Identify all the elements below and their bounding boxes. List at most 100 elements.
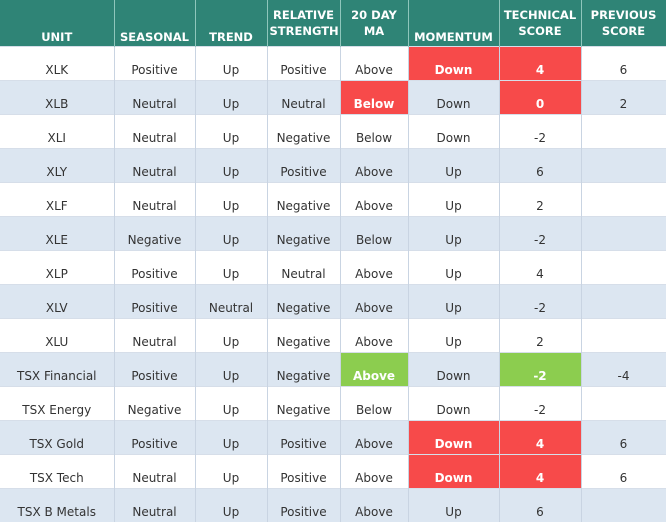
trend-cell: Up xyxy=(195,319,267,353)
momentum-cell: Down xyxy=(408,387,499,421)
header-technical-score-line1: TECHNICAL xyxy=(502,7,579,23)
technical-score-cell: -2 xyxy=(499,387,581,421)
technical-score-cell: 4 xyxy=(499,421,581,455)
ma-cell: Below xyxy=(340,81,408,115)
trend-cell: Up xyxy=(195,353,267,387)
scorecard-view: UNIT SEASONAL TREND RELATIVE STRENGTH 20… xyxy=(0,0,666,494)
technical-score-cell: 4 xyxy=(499,47,581,81)
seasonal-cell: Positive xyxy=(114,285,195,319)
trend-cell: Up xyxy=(195,251,267,285)
previous-score-cell xyxy=(581,183,666,217)
technical-score-cell: 2 xyxy=(499,319,581,353)
seasonal-cell: Neutral xyxy=(114,81,195,115)
unit-cell: TSX Financial xyxy=(0,353,114,387)
seasonal-cell: Positive xyxy=(114,251,195,285)
table-row: XLY Neutral Up Positive Above Up 6 xyxy=(0,149,666,183)
technical-score-cell: 0 xyxy=(499,81,581,115)
seasonal-cell: Positive xyxy=(114,47,195,81)
header-20-day-ma: 20 DAY MA xyxy=(340,0,408,47)
header-momentum: MOMENTUM xyxy=(408,0,499,47)
relative-strength-cell: Neutral xyxy=(267,251,340,285)
header-row: UNIT SEASONAL TREND RELATIVE STRENGTH 20… xyxy=(0,0,666,47)
unit-cell: XLK xyxy=(0,47,114,81)
relative-strength-cell: Negative xyxy=(267,115,340,149)
previous-score-cell: 6 xyxy=(581,455,666,489)
unit-cell: XLF xyxy=(0,183,114,217)
seasonal-cell: Neutral xyxy=(114,115,195,149)
ma-cell: Above xyxy=(340,285,408,319)
previous-score-cell xyxy=(581,319,666,353)
technical-score-cell: 4 xyxy=(499,455,581,489)
seasonal-cell: Positive xyxy=(114,353,195,387)
header-previous-score-line2: SCORE xyxy=(584,23,664,39)
unit-cell: XLP xyxy=(0,251,114,285)
header-previous-score-line1: PREVIOUS xyxy=(584,7,664,23)
header-trend: TREND xyxy=(195,0,267,47)
ma-cell: Above xyxy=(340,319,408,353)
ma-cell: Above xyxy=(340,251,408,285)
header-relative-strength: RELATIVE STRENGTH xyxy=(267,0,340,47)
momentum-cell: Up xyxy=(408,183,499,217)
trend-cell: Up xyxy=(195,115,267,149)
unit-cell: TSX Tech xyxy=(0,455,114,489)
trend-cell: Up xyxy=(195,455,267,489)
previous-score-cell: 6 xyxy=(581,421,666,455)
ma-cell: Below xyxy=(340,387,408,421)
table-row: XLP Positive Up Neutral Above Up 4 xyxy=(0,251,666,285)
header-technical-score-line2: SCORE xyxy=(502,23,579,39)
technical-score-cell: 2 xyxy=(499,183,581,217)
seasonal-cell: Negative xyxy=(114,387,195,421)
trend-cell: Neutral xyxy=(195,285,267,319)
ma-cell: Above xyxy=(340,421,408,455)
technical-score-cell: -2 xyxy=(499,115,581,149)
table-row: XLV Positive Neutral Negative Above Up -… xyxy=(0,285,666,319)
ma-cell: Below xyxy=(340,217,408,251)
previous-score-cell xyxy=(581,285,666,319)
momentum-cell: Up xyxy=(408,149,499,183)
header-seasonal: SEASONAL xyxy=(114,0,195,47)
previous-score-cell xyxy=(581,149,666,183)
header-20-day-ma-line1: 20 DAY xyxy=(343,7,406,23)
ma-cell: Above xyxy=(340,353,408,387)
relative-strength-cell: Negative xyxy=(267,353,340,387)
relative-strength-cell: Negative xyxy=(267,217,340,251)
momentum-cell: Up xyxy=(408,251,499,285)
unit-cell: XLB xyxy=(0,81,114,115)
table-row: TSX Gold Positive Up Positive Above Down… xyxy=(0,421,666,455)
trend-cell: Up xyxy=(195,387,267,421)
header-unit: UNIT xyxy=(0,0,114,47)
table-row: XLU Neutral Up Negative Above Up 2 xyxy=(0,319,666,353)
previous-score-cell xyxy=(581,387,666,421)
relative-strength-cell: Positive xyxy=(267,421,340,455)
technical-score-cell: -2 xyxy=(499,353,581,387)
table-row: XLK Positive Up Positive Above Down 4 6 xyxy=(0,47,666,81)
ma-cell: Above xyxy=(340,183,408,217)
trend-cell: Up xyxy=(195,217,267,251)
unit-cell: XLE xyxy=(0,217,114,251)
relative-strength-cell: Positive xyxy=(267,47,340,81)
technical-score-cell: -2 xyxy=(499,217,581,251)
table-row: TSX Financial Positive Up Negative Above… xyxy=(0,353,666,387)
ma-cell: Above xyxy=(340,149,408,183)
momentum-cell: Down xyxy=(408,81,499,115)
trend-cell: Up xyxy=(195,47,267,81)
seasonal-cell: Neutral xyxy=(114,149,195,183)
momentum-cell: Down xyxy=(408,421,499,455)
header-relative-strength-line2: STRENGTH xyxy=(270,23,338,39)
trend-cell: Up xyxy=(195,183,267,217)
momentum-cell: Down xyxy=(408,455,499,489)
momentum-cell: Up xyxy=(408,319,499,353)
relative-strength-cell: Negative xyxy=(267,387,340,421)
momentum-cell: Down xyxy=(408,353,499,387)
table-row: TSX Tech Neutral Up Positive Above Down … xyxy=(0,455,666,489)
unit-cell: XLU xyxy=(0,319,114,353)
table-row: XLF Neutral Up Negative Above Up 2 xyxy=(0,183,666,217)
unit-cell: XLY xyxy=(0,149,114,183)
ma-cell: Above xyxy=(340,47,408,81)
header-previous-score: PREVIOUS SCORE xyxy=(581,0,666,47)
ma-cell: Above xyxy=(340,455,408,489)
technical-score-cell: 6 xyxy=(499,149,581,183)
technical-score-cell: 4 xyxy=(499,251,581,285)
trend-cell: Up xyxy=(195,81,267,115)
unit-cell: TSX Energy xyxy=(0,387,114,421)
